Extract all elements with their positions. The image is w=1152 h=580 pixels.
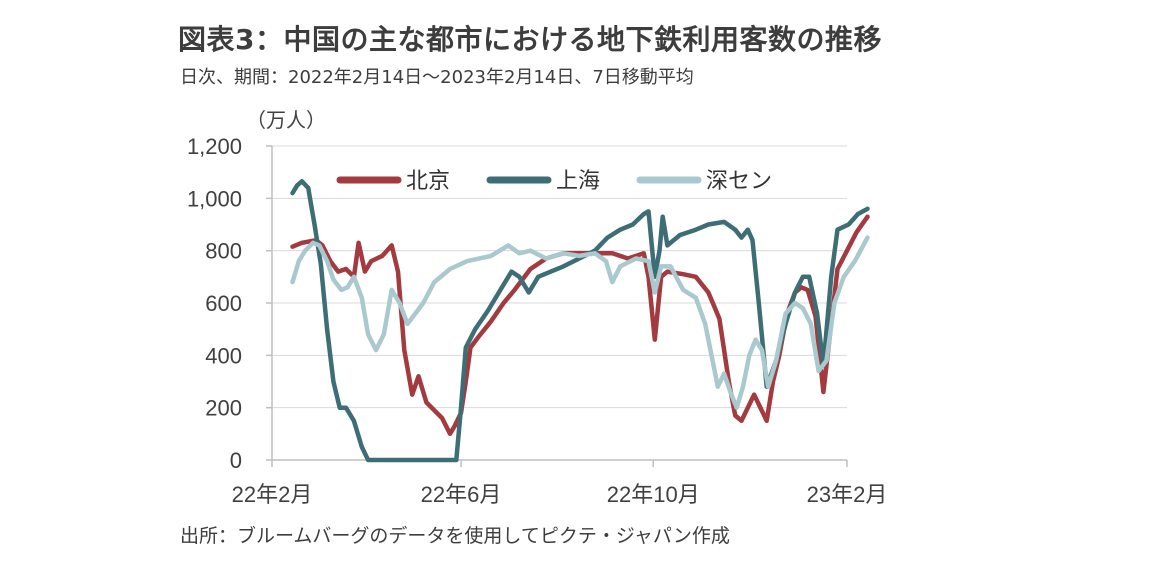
y-tick-label: 600 (205, 291, 242, 316)
legend-label: 深セン (706, 169, 772, 194)
series-lines (290, 179, 870, 463)
y-tick-label: 400 (205, 343, 242, 368)
y-tick-label: 800 (205, 239, 242, 264)
legend: 北京 上海 深セン (336, 169, 772, 194)
x-tick-label: 22年10月 (607, 482, 700, 507)
x-tick-label: 22年6月 (421, 482, 502, 507)
legend-label: 上海 (556, 169, 600, 194)
chart-title: 図表3：中国の主な都市における地下鉄利用客数の推移 (178, 23, 882, 56)
source-note: 出所：ブルームバーグのデータを使用してピクテ・ジャパン作成 (180, 525, 730, 547)
y-tick-label: 0 (230, 448, 242, 473)
y-unit-label: （万人） (246, 108, 326, 132)
y-tick-label: 1,000 (187, 186, 242, 211)
series-line-3 (290, 235, 870, 410)
x-tick-label: 23年2月 (807, 482, 888, 507)
y-tick-label: 1,200 (187, 134, 242, 159)
axes: 0 200 400 600 800 1,000 1,200 22年2月 22年6月 22年10月 2… (187, 108, 887, 507)
chart-subtitle: 日次、期間：2022年2月14日～2023年2月14日、7日移動平均 (180, 67, 694, 88)
x-tick-label: 22年2月 (232, 482, 313, 507)
legend-label: 北京 (406, 169, 450, 194)
series-line-2 (290, 179, 870, 463)
y-tick-label: 200 (205, 396, 242, 421)
